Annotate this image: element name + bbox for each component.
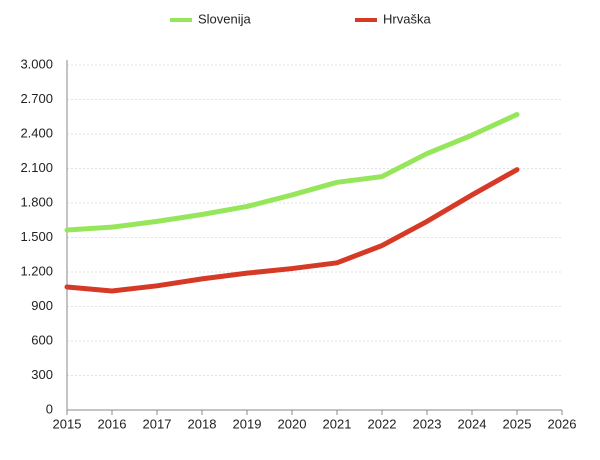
y-tick-label: 2.700 [20, 91, 53, 106]
x-tick-label: 2018 [188, 416, 217, 431]
series-line [64, 111, 520, 233]
x-tick-label: 2022 [368, 416, 397, 431]
y-tick-label: 1.800 [20, 194, 53, 209]
x-tick-label: 2024 [458, 416, 487, 431]
x-tick-label: 2026 [548, 416, 577, 431]
x-tick-label: 2015 [53, 416, 82, 431]
x-tick-label: 2020 [278, 416, 307, 431]
series-line [64, 167, 520, 294]
x-tick-label: 2019 [233, 416, 262, 431]
y-tick-label: 300 [31, 367, 53, 382]
legend-label: Slovenija [198, 11, 252, 26]
y-tick-label: 2.400 [20, 125, 53, 140]
y-tick-label: 2.100 [20, 160, 53, 175]
x-tick-label: 2016 [98, 416, 127, 431]
y-tick-label: 0 [46, 401, 53, 416]
x-tick-label: 2025 [503, 416, 532, 431]
x-tick-label: 2017 [143, 416, 172, 431]
y-tick-label: 600 [31, 332, 53, 347]
y-tick-label: 1.500 [20, 229, 53, 244]
y-tick-label: 1.200 [20, 263, 53, 278]
x-tick-label: 2021 [323, 416, 352, 431]
y-tick-label: 3.000 [20, 56, 53, 71]
x-tick-label: 2023 [413, 416, 442, 431]
legend-label: Hrvaška [383, 11, 431, 26]
y-tick-label: 900 [31, 298, 53, 313]
